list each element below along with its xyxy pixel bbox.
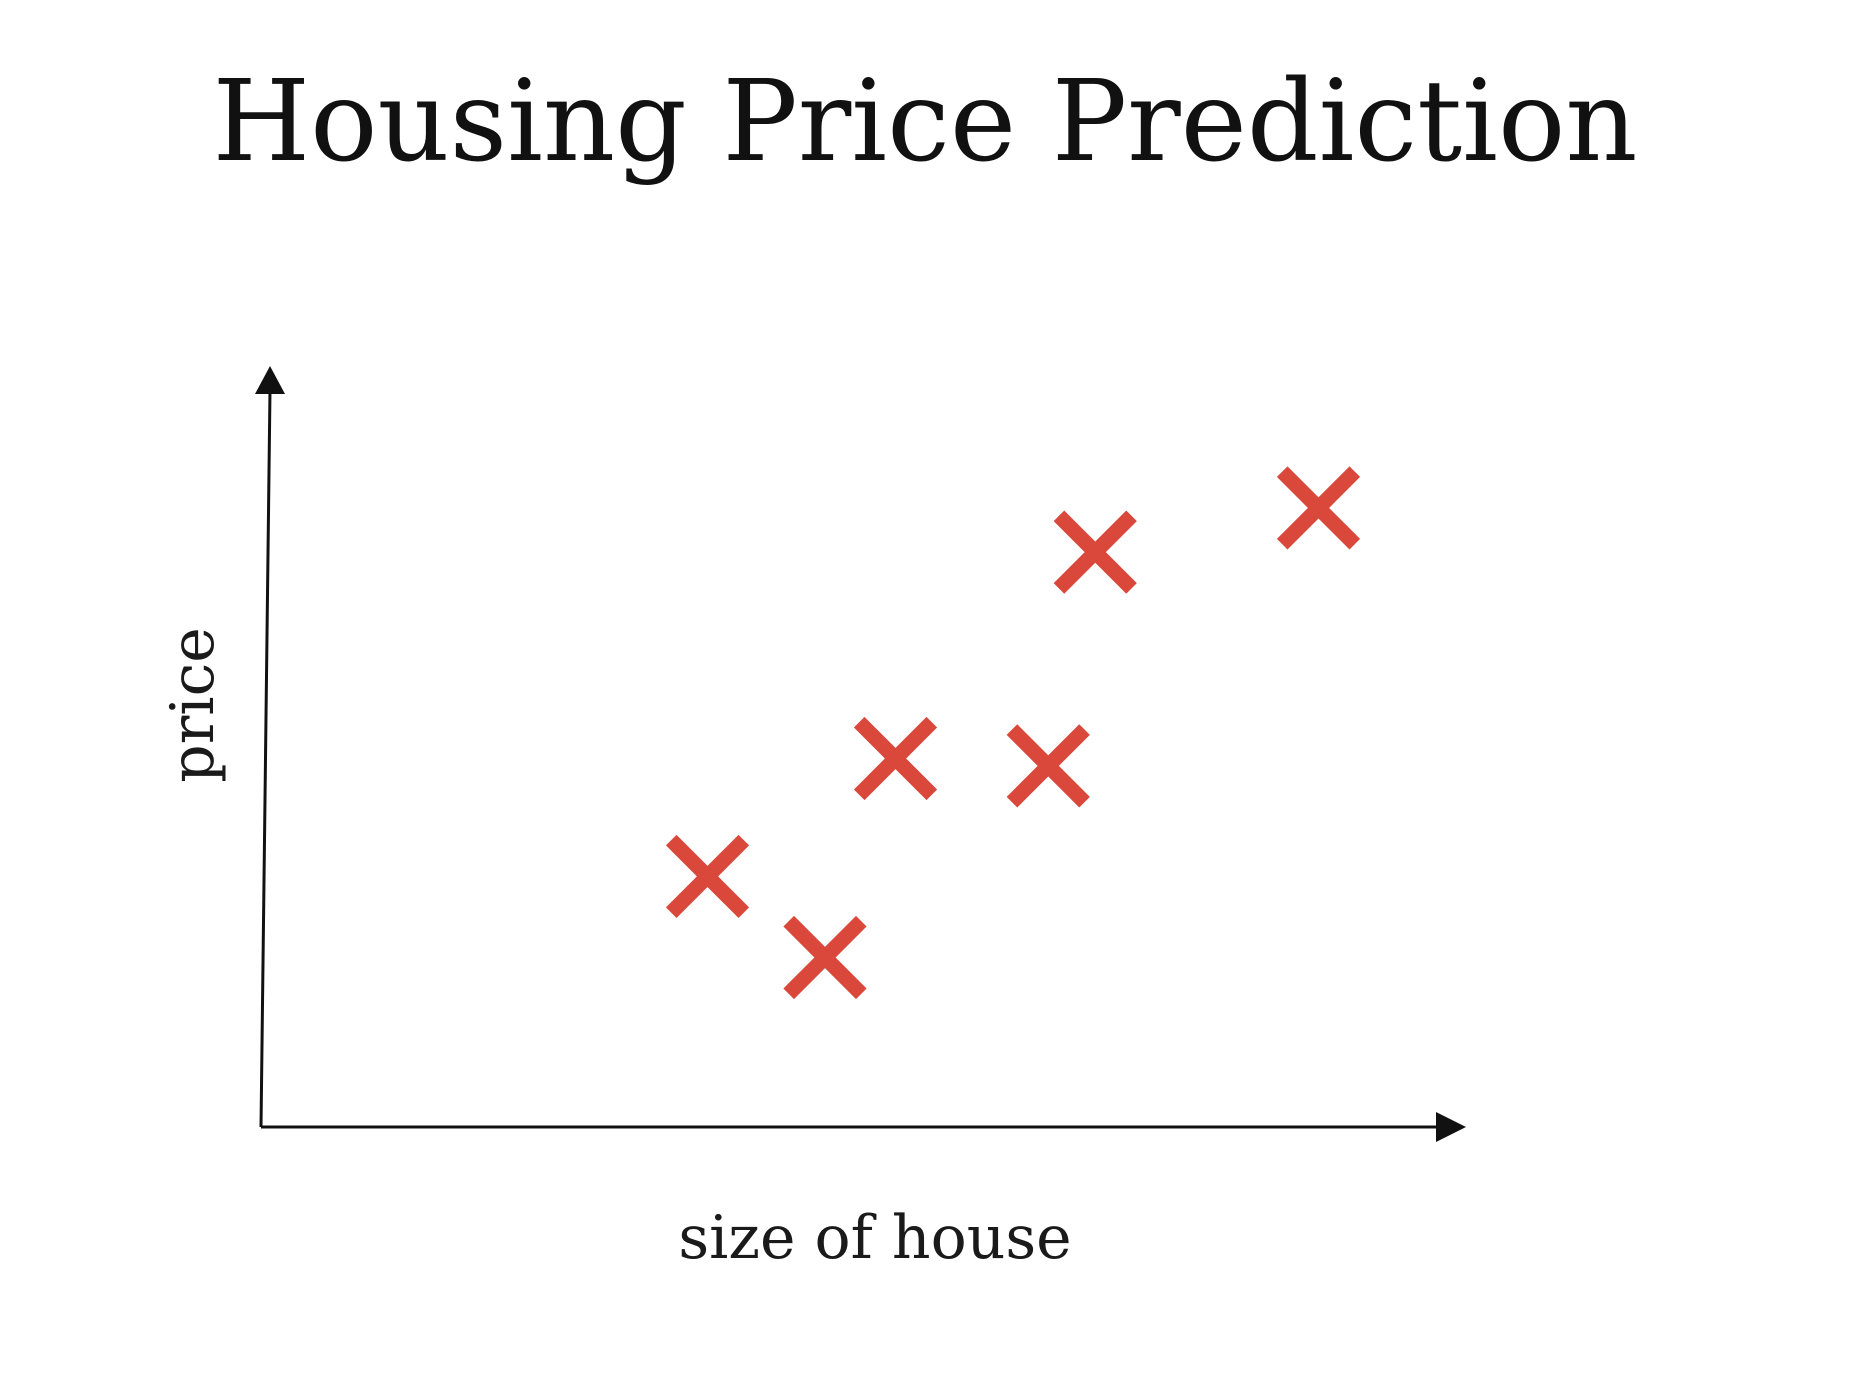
data-point-5 (1053, 510, 1137, 594)
x-axis-label: size of house (678, 1203, 1071, 1273)
data-point-1-stroke-2 (665, 834, 750, 919)
data-point-1 (665, 834, 750, 919)
y-axis-label: price (158, 627, 228, 782)
scatter-points (665, 466, 1361, 1000)
data-point-3-stroke-2 (853, 716, 938, 801)
data-point-2 (783, 915, 867, 1000)
y-axis-arrow (255, 366, 285, 394)
data-point-2-stroke-2 (783, 915, 867, 1000)
data-point-6 (1276, 466, 1361, 550)
data-point-4 (1006, 724, 1090, 808)
data-point-5-stroke-2 (1053, 510, 1137, 594)
data-point-6-stroke-2 (1276, 466, 1361, 550)
chart-title: Housing Price Prediction (212, 57, 1637, 187)
chart-axes (255, 366, 1466, 1142)
data-point-3 (853, 716, 938, 801)
data-point-4-stroke-2 (1006, 724, 1090, 808)
x-axis-arrow (1436, 1112, 1466, 1142)
y-axis-line (259, 389, 272, 1128)
